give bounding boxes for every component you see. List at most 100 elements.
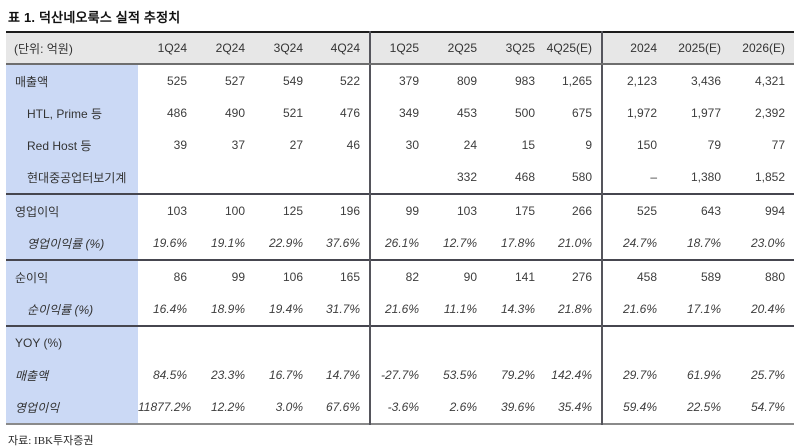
row-label: 영업이익 bbox=[6, 391, 138, 424]
cell bbox=[369, 161, 428, 194]
cell: 580 bbox=[571, 170, 592, 184]
cell: 20.4% bbox=[750, 302, 785, 316]
cell: 27 bbox=[289, 138, 303, 152]
column-header-2025(E): 2025(E) bbox=[666, 32, 730, 65]
cell: 19.1% bbox=[210, 236, 245, 250]
cell: -27.7% bbox=[369, 359, 428, 391]
row-label: HTL, Prime 등 bbox=[6, 97, 138, 129]
cell: 1,265 bbox=[561, 74, 592, 88]
table-row: Red Host 등 39 37 27 46 30 24 15 9 150 79 77 bbox=[6, 129, 794, 161]
cell: 103 bbox=[138, 193, 196, 227]
cell: 3,436 bbox=[690, 74, 721, 88]
cell: 100 bbox=[196, 193, 254, 227]
cell: 141 bbox=[486, 259, 544, 293]
estimates-table: (단위: 억원) 1Q24 2Q24 3Q24 4Q24 1Q25 2Q25 3Q25 4Q25… bbox=[6, 31, 794, 425]
cell: 24.7% bbox=[601, 227, 666, 260]
cell: 17.1% bbox=[686, 302, 721, 316]
cell: 90 bbox=[428, 259, 486, 293]
row-label: 순이익 bbox=[6, 259, 138, 293]
cell: 994 bbox=[730, 193, 794, 227]
cell: 17.8% bbox=[500, 236, 535, 250]
cell: 2,123 bbox=[601, 64, 666, 97]
cell: 1,972 bbox=[601, 97, 666, 129]
table-row: 영업이익률 (%) 19.6% 19.1% 22.9% 37.6% 26.1% 12.7% 1… bbox=[6, 227, 794, 260]
cell: 983 bbox=[514, 74, 535, 88]
cell: 24 bbox=[463, 138, 477, 152]
column-header-1Q25: 1Q25 bbox=[369, 32, 428, 65]
cell: 46 bbox=[346, 138, 360, 152]
cell: 196 bbox=[312, 193, 370, 227]
cell: 31.7% bbox=[325, 302, 360, 316]
cell bbox=[254, 161, 312, 194]
column-header-4Q24: 4Q24 bbox=[312, 32, 370, 65]
cell: 468 bbox=[514, 170, 535, 184]
row-label: 현대중공업터보기계 bbox=[6, 161, 138, 194]
cell: 11.1% bbox=[443, 302, 477, 316]
cell: 19.4% bbox=[268, 302, 303, 316]
cell: 21.8% bbox=[557, 302, 592, 316]
cell: 476 bbox=[339, 106, 360, 120]
row-label: YOY (%) bbox=[6, 325, 138, 359]
cell: 175 bbox=[486, 193, 544, 227]
row-label: 매출액 bbox=[6, 359, 138, 391]
cell: 12.7% bbox=[442, 236, 477, 250]
cell: 589 bbox=[666, 259, 730, 293]
cell: 880 bbox=[730, 259, 794, 293]
cell: 23.0% bbox=[750, 236, 785, 250]
table-row: 영업이익 11877.2% 12.2% 3.0% 67.6% -3.6% 2.6% 39.6%… bbox=[6, 391, 794, 424]
cell: 67.6% bbox=[325, 400, 360, 414]
cell: 379 bbox=[369, 64, 428, 97]
cell: -3.6% bbox=[369, 391, 428, 424]
cell bbox=[601, 325, 666, 359]
column-header-1Q24: 1Q24 bbox=[138, 32, 196, 65]
cell: 527 bbox=[224, 74, 245, 88]
cell bbox=[196, 161, 254, 194]
cell bbox=[544, 325, 602, 359]
column-header-2Q25: 2Q25 bbox=[428, 32, 486, 65]
table-row: HTL, Prime 등 486 490 521 476 349 453 500 675 1,97… bbox=[6, 97, 794, 129]
table-row: 매출액 84.5% 23.3% 16.7% 14.7% -27.7% 53.5% 79.2% 1… bbox=[6, 359, 794, 391]
cell: 18.7% bbox=[686, 236, 721, 250]
cell: 15 bbox=[521, 138, 535, 152]
cell: 23.3% bbox=[210, 368, 245, 382]
cell bbox=[428, 325, 486, 359]
cell: 22.5% bbox=[686, 400, 721, 414]
cell: 266 bbox=[544, 193, 602, 227]
cell bbox=[312, 325, 370, 359]
cell bbox=[730, 325, 794, 359]
cell bbox=[486, 325, 544, 359]
cell: 1,977 bbox=[690, 106, 721, 120]
cell: 1,380 bbox=[690, 170, 721, 184]
cell bbox=[312, 161, 370, 194]
cell: 809 bbox=[456, 74, 477, 88]
source-note: 자료: IBK투자증권 bbox=[8, 435, 94, 447]
cell: 1,852 bbox=[754, 170, 785, 184]
column-header-3Q24: 3Q24 bbox=[254, 32, 312, 65]
cell: 643 bbox=[666, 193, 730, 227]
row-label: 영업이익 bbox=[6, 193, 138, 227]
cell: 19.6% bbox=[152, 236, 187, 250]
cell: 500 bbox=[514, 106, 535, 120]
cell: 486 bbox=[166, 106, 187, 120]
cell bbox=[666, 325, 730, 359]
cell: 2,392 bbox=[754, 106, 785, 120]
cell bbox=[254, 325, 312, 359]
cell bbox=[369, 325, 428, 359]
cell: 549 bbox=[282, 74, 303, 88]
cell: 14.7% bbox=[325, 368, 360, 382]
cell: 39.6% bbox=[500, 400, 535, 414]
cell: 525 bbox=[166, 74, 187, 88]
cell: 165 bbox=[312, 259, 370, 293]
table-row: 순이익 86 99 106 165 82 90 141 276 458 589 880 bbox=[6, 259, 794, 293]
cell: 150 bbox=[601, 129, 666, 161]
column-header-4Q25(E): 4Q25(E) bbox=[544, 32, 602, 65]
cell: – bbox=[601, 161, 666, 194]
cell: 2.6% bbox=[449, 400, 477, 414]
cell: 4,321 bbox=[754, 74, 785, 88]
cell: 125 bbox=[254, 193, 312, 227]
table-row: 영업이익 103 100 125 196 99 103 175 266 525 643 994 bbox=[6, 193, 794, 227]
cell: 103 bbox=[428, 193, 486, 227]
cell: 12.2% bbox=[210, 400, 245, 414]
table-row: 현대중공업터보기계 332 468 580– 1,380 1,852 bbox=[6, 161, 794, 194]
